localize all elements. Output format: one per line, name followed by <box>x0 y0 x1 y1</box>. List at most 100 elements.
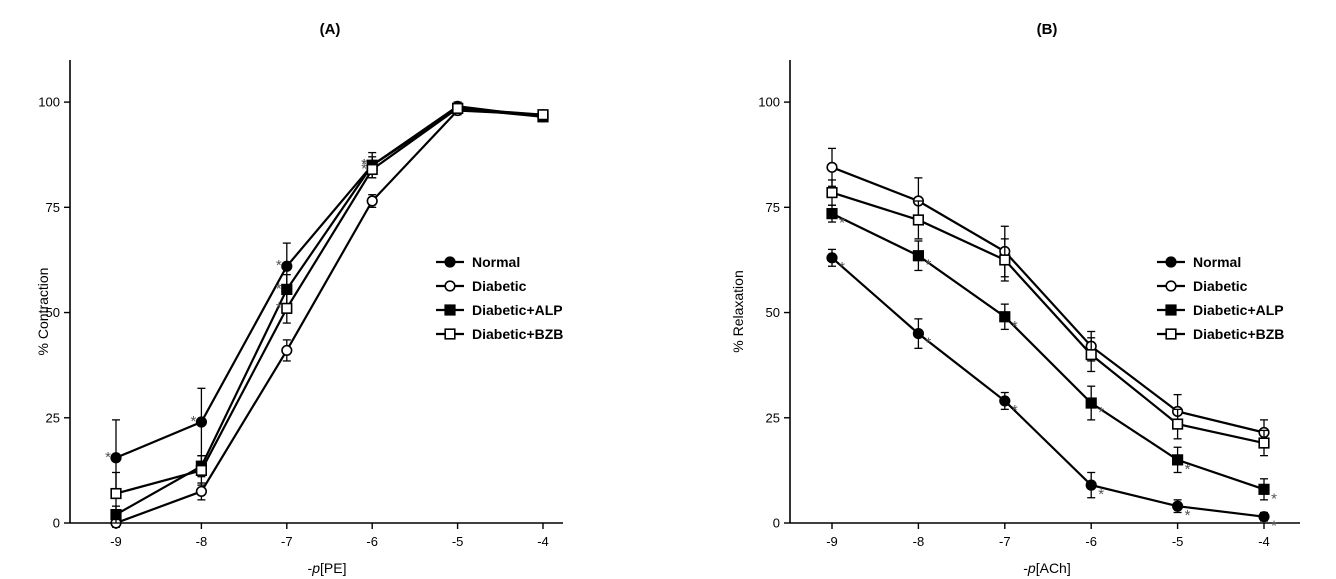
chart-title: (B) <box>1037 21 1058 38</box>
data-point <box>195 416 207 428</box>
data-point <box>281 283 293 295</box>
legend-marker <box>444 328 456 340</box>
x-axis-label-italic: p <box>311 560 320 576</box>
significance-star: * <box>1098 404 1104 421</box>
legend-marker <box>1165 256 1177 268</box>
significance-star: * <box>105 449 111 466</box>
series-diabetic-bzb <box>826 179 1270 457</box>
data-point <box>999 254 1011 266</box>
data-point <box>1085 397 1097 409</box>
x-tick-label: -9 <box>110 534 122 549</box>
significance-star: * <box>1012 402 1018 419</box>
y-tick-label: 0 <box>53 516 60 531</box>
x-axis-label-suffix: [ACh] <box>1036 560 1071 576</box>
legend-label: Diabetic+ALP <box>472 302 563 318</box>
x-tick-label: -5 <box>1172 534 1184 549</box>
data-point <box>1171 500 1184 512</box>
chart-panel-b: 0 25 50 75 100 -9 -8 -7 -6 -5 -4 (B) % Relaxation -p[… <box>730 21 1300 576</box>
significance-star: * <box>190 413 196 430</box>
data-point <box>110 487 122 500</box>
significance-star: * <box>1271 490 1277 507</box>
x-tick-label: -5 <box>452 534 464 549</box>
data-point <box>195 464 208 476</box>
legend-marker <box>1165 280 1177 292</box>
legend-label: Diabetic <box>1193 278 1248 294</box>
series-diabetic-bzb: ** <box>110 102 549 516</box>
y-tick-label: 25 <box>766 410 780 425</box>
legend: Normal Diabetic Diabetic+ALP Diabetic+BZB <box>1157 254 1284 342</box>
data-point <box>451 102 464 115</box>
legend-label: Normal <box>472 254 520 270</box>
significance-star: * <box>1098 486 1104 503</box>
significance-star: * <box>839 215 845 232</box>
data-point <box>366 195 378 207</box>
series-line <box>831 166 1265 434</box>
x-tick-label: -6 <box>366 534 378 549</box>
data-point <box>826 252 838 264</box>
x-axis-label: -p[PE] <box>308 560 347 576</box>
y-tick-label: 100 <box>758 95 780 110</box>
x-tick-label: -4 <box>1258 534 1270 549</box>
x-tick-label: -8 <box>196 534 208 549</box>
series-normal: * * * * * * <box>826 248 1277 535</box>
y-tick-label: 50 <box>766 305 780 320</box>
data-point <box>1258 483 1270 495</box>
significance-star: * <box>276 299 282 316</box>
x-axis-label-italic: p <box>1027 560 1036 576</box>
significance-star: * <box>1012 318 1018 335</box>
x-tick-label: -4 <box>537 534 549 549</box>
y-tick-label: 100 <box>38 95 60 110</box>
series-line <box>831 257 1265 518</box>
data-point <box>281 302 293 314</box>
y-tick-label: 75 <box>46 200 60 215</box>
data-point <box>826 186 838 199</box>
series-diabetic <box>826 147 1270 446</box>
data-point <box>912 214 924 226</box>
legend-marker <box>444 256 456 268</box>
legend: Normal Diabetic Diabetic+ALP Diabetic+BZB <box>436 254 563 342</box>
significance-star: * <box>925 257 931 274</box>
data-point <box>1085 349 1097 361</box>
significance-star: * <box>361 156 367 173</box>
significance-star: * <box>839 259 845 276</box>
y-tick-label: 50 <box>46 305 60 320</box>
y-axis-label: % Relaxation <box>730 270 746 353</box>
y-tick-label: 25 <box>46 410 60 425</box>
series-line <box>115 107 544 495</box>
significance-star: * <box>361 156 367 173</box>
data-point <box>912 327 925 340</box>
legend-marker <box>444 304 456 316</box>
data-point <box>281 344 293 357</box>
series-line <box>115 105 544 459</box>
data-point <box>1258 437 1270 449</box>
legend-label: Diabetic+BZB <box>472 326 563 342</box>
x-axis-label-prefix: - <box>1023 560 1028 576</box>
data-point <box>366 163 378 176</box>
data-point <box>195 485 207 498</box>
x-tick-label: -9 <box>826 534 838 549</box>
x-axis-label-suffix: [PE] <box>320 560 346 576</box>
data-point <box>1085 479 1097 491</box>
significance-star: * <box>1271 518 1277 535</box>
x-tick-label: -6 <box>1085 534 1097 549</box>
significance-star: * <box>1185 507 1191 524</box>
data-point <box>1172 418 1184 430</box>
series-line <box>831 191 1265 445</box>
y-axis-label: % Contraction <box>35 268 51 356</box>
significance-star: * <box>276 257 282 274</box>
data-point <box>281 260 293 272</box>
chart-panel-a: 0 25 50 75 100 -9 -8 -7 -6 -5 -4 (A) % Contraction -p… <box>35 21 563 576</box>
x-axis-label-prefix: - <box>308 560 313 576</box>
series-diabetic-alp: * * * * * * <box>826 204 1277 507</box>
data-point <box>1258 511 1270 523</box>
significance-star: * <box>1185 461 1191 478</box>
data-point <box>537 109 549 121</box>
series-line <box>115 109 544 525</box>
x-tick-label: -7 <box>281 534 293 549</box>
x-axis-label: -p[ACh] <box>1023 560 1070 576</box>
legend-label: Diabetic <box>472 278 527 294</box>
legend-marker <box>444 280 456 292</box>
legend-label: Normal <box>1193 254 1241 270</box>
data-point <box>826 208 838 220</box>
series-normal: * * * * <box>105 100 549 497</box>
